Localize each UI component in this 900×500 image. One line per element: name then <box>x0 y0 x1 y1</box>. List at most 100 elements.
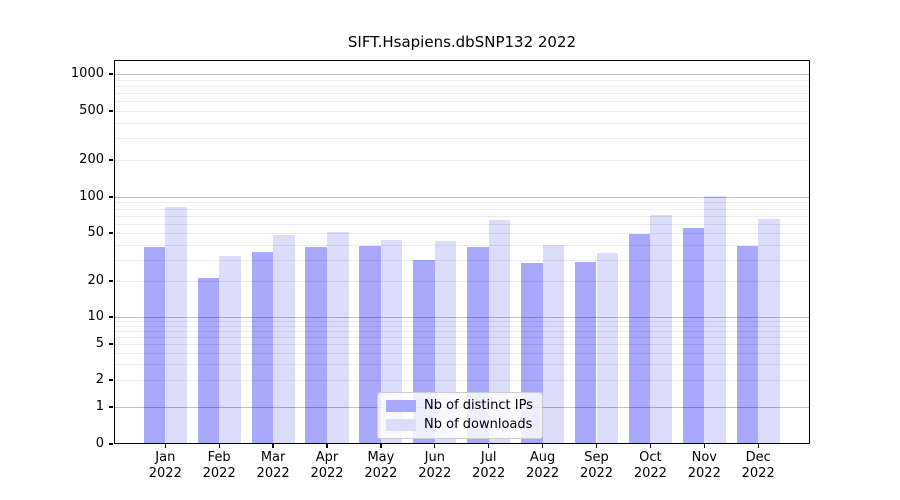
x-tick-mark <box>272 444 274 448</box>
y-tick-label: 200 <box>79 151 104 167</box>
x-tick-mark <box>218 444 220 448</box>
y-tick-mark <box>109 159 113 161</box>
bar-ips-feb <box>197 278 220 444</box>
y-tick-label: 20 <box>87 272 104 288</box>
bar-ips-nov <box>682 228 705 444</box>
x-tick-mark <box>757 444 759 448</box>
x-tick-mark <box>649 444 652 448</box>
y-tick-mark <box>109 232 113 234</box>
y-tick-label: 10 <box>87 309 104 324</box>
x-tick-mark <box>380 444 382 448</box>
gridline <box>114 138 810 140</box>
x-tick-mark <box>703 444 705 448</box>
bar-ips-mar <box>251 251 274 444</box>
legend-entry-ips: Nb of distinct IPs <box>386 398 533 414</box>
bar-downloads-feb <box>219 256 241 444</box>
bar-downloads-aug <box>542 244 565 444</box>
bar-ips-apr <box>305 247 327 444</box>
gridline <box>114 344 810 346</box>
legend-label-downloads: Nb of downloads <box>424 417 533 432</box>
gridline <box>114 202 810 204</box>
gridline <box>114 280 810 282</box>
gridline <box>114 379 810 381</box>
x-tick-label: Sep 2022 <box>579 450 614 481</box>
y-tick-mark <box>109 316 113 318</box>
bar-ips-dec <box>736 246 759 444</box>
y-tick-mark <box>109 280 113 282</box>
x-tick-label: Feb 2022 <box>202 450 236 481</box>
gridline <box>114 233 810 235</box>
gridline <box>114 336 810 338</box>
legend-entry-downloads: Nb of downloads <box>386 417 533 433</box>
bar-downloads-mar <box>273 235 295 444</box>
y-tick-mark <box>109 343 113 345</box>
gridline <box>114 197 810 198</box>
gridline <box>114 122 810 124</box>
y-tick-label: 500 <box>79 103 104 119</box>
x-tick-mark <box>434 444 436 448</box>
gridline <box>114 364 810 366</box>
x-tick-label: Jun 2022 <box>418 450 452 481</box>
bar-ips-sep <box>574 261 597 444</box>
bar-downloads-jul <box>488 219 511 444</box>
bar-ips-jan <box>143 247 166 444</box>
bar-downloads-nov <box>704 195 726 444</box>
x-tick-label: Mar 2022 <box>256 450 290 481</box>
x-tick-mark <box>595 444 598 448</box>
bar-downloads-oct <box>650 214 672 444</box>
gridline <box>114 111 810 113</box>
gridline <box>114 101 810 103</box>
y-tick-mark <box>109 379 113 381</box>
legend-label-ips: Nb of distinct IPs <box>424 398 533 413</box>
x-tick-label: Apr 2022 <box>310 450 344 481</box>
gridline <box>114 259 810 261</box>
legend: Nb of distinct IPs Nb of downloads <box>377 392 543 439</box>
y-tick-label: 50 <box>87 225 104 241</box>
bar-downloads-sep <box>596 253 619 444</box>
bar-downloads-apr <box>327 232 349 444</box>
bar-downloads-jan <box>165 207 187 444</box>
x-tick-mark <box>541 444 544 448</box>
x-tick-label: Dec 2022 <box>741 450 775 481</box>
y-tick-label: 2 <box>95 371 104 387</box>
bar-ips-oct <box>628 234 651 444</box>
chart-title: SIFT.Hsapiens.dbSNP132 2022 <box>347 33 577 51</box>
x-tick-mark <box>164 444 166 448</box>
y-tick-label: 1 <box>95 399 104 414</box>
x-tick-mark <box>326 444 328 448</box>
y-tick-mark <box>109 110 113 112</box>
x-tick-label: Aug 2022 <box>526 450 560 481</box>
gridline <box>114 159 810 161</box>
gridline <box>114 321 810 323</box>
x-tick-mark <box>488 444 490 448</box>
y-tick-mark <box>109 196 113 198</box>
plot-area <box>114 60 810 444</box>
x-tick-label: Oct 2022 <box>633 450 667 481</box>
y-tick-label: 0 <box>95 436 104 451</box>
gridline <box>114 325 810 327</box>
gridline <box>114 74 810 75</box>
y-tick-mark <box>109 406 113 408</box>
bar-downloads-dec <box>758 218 780 444</box>
gridline <box>114 244 810 246</box>
gridline <box>114 223 810 225</box>
legend-swatch-ips <box>386 400 416 412</box>
x-tick-label: Jan 2022 <box>148 450 182 481</box>
gridline <box>114 317 810 318</box>
legend-swatch-downloads <box>386 419 416 431</box>
gridline <box>114 215 810 217</box>
y-tick-label: 1000 <box>70 66 104 81</box>
y-tick-label: 5 <box>95 336 104 352</box>
y-tick-label: 100 <box>79 189 104 204</box>
gridline <box>114 208 810 210</box>
gridline <box>114 93 810 95</box>
x-tick-label: Nov 2022 <box>687 450 721 481</box>
bar-ips-may <box>359 246 381 444</box>
gridline <box>114 79 810 81</box>
y-tick-mark <box>109 443 113 445</box>
gridline <box>114 85 810 87</box>
x-tick-label: May 2022 <box>364 450 398 481</box>
x-tick-label: Jul 2022 <box>472 450 506 481</box>
gridline <box>114 352 810 354</box>
